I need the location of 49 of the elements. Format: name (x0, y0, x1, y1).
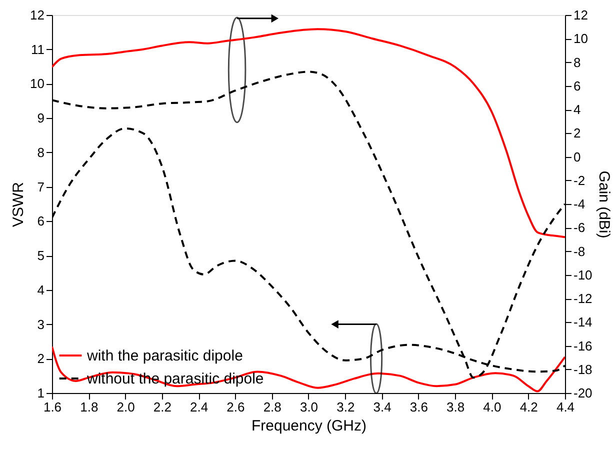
x-tick-label: 4.0 (483, 400, 502, 414)
y2-tick-label: -18 (574, 362, 592, 377)
y2-tick-label: 2 (574, 126, 581, 141)
y2-tick-label: 6 (574, 78, 581, 94)
y-tick-label: 3 (37, 316, 44, 332)
y2-tick-label: 10 (574, 31, 588, 46)
x-tick-label: 3.8 (446, 400, 465, 414)
y2-tick-label: -6 (574, 220, 586, 236)
y2-tick-label: 4 (574, 102, 581, 117)
y2-tick-label: 8 (574, 54, 581, 70)
x-tick-label: 2.2 (153, 400, 172, 414)
y2-tick-label: -16 (574, 338, 592, 354)
y-tick-label: 12 (30, 8, 44, 22)
y-tick-label: 4 (37, 282, 44, 298)
x-tick-label: 2.6 (226, 400, 245, 414)
y2-tick-label: -20 (574, 386, 592, 400)
y2-tick-label: -14 (574, 314, 592, 330)
x-tick-label: 2.8 (263, 400, 282, 414)
x-tick-label: 3.4 (373, 400, 392, 414)
y2-tick-label: 12 (574, 8, 588, 22)
y-tick-label: 9 (37, 110, 44, 126)
y-tick-label: 1 (37, 386, 44, 400)
y2-tick-label: -8 (574, 244, 586, 259)
y-tick-label: 11 (31, 42, 44, 57)
y-tick-label: 6 (37, 214, 44, 229)
legend-label: with the parasitic dipole (86, 348, 243, 364)
x-axis-title: Frequency (GHz) (251, 418, 367, 434)
x-tick-label: 3.2 (336, 400, 355, 414)
y2-tick-label: 0 (574, 149, 581, 164)
y2-axis-title: Gain (dBi) (595, 170, 612, 238)
x-tick-label: 4.4 (556, 400, 575, 414)
y2-tick-label: -12 (574, 291, 592, 306)
y-axis-title: VSWR (10, 182, 28, 227)
y2-tick-label: -4 (574, 196, 586, 212)
x-tick-label: 1.6 (43, 400, 62, 414)
y-tick-label: 8 (37, 144, 44, 160)
x-tick-label: 2.0 (116, 400, 135, 414)
y-tick-label: 10 (30, 76, 44, 92)
y-tick-label: 7 (37, 179, 44, 194)
x-tick-label: 3.6 (410, 400, 428, 414)
y-tick-label: 2 (37, 351, 44, 366)
x-tick-label: 1.8 (80, 400, 98, 414)
x-tick-label: 4.2 (520, 400, 538, 414)
line-series (52, 28, 565, 238)
x-tick-label: 2.4 (190, 400, 208, 414)
y2-tick-label: -10 (574, 267, 592, 282)
y2-tick-label: -2 (574, 172, 586, 188)
y-tick-label: 5 (37, 248, 44, 264)
x-tick-label: 3.0 (300, 400, 318, 414)
